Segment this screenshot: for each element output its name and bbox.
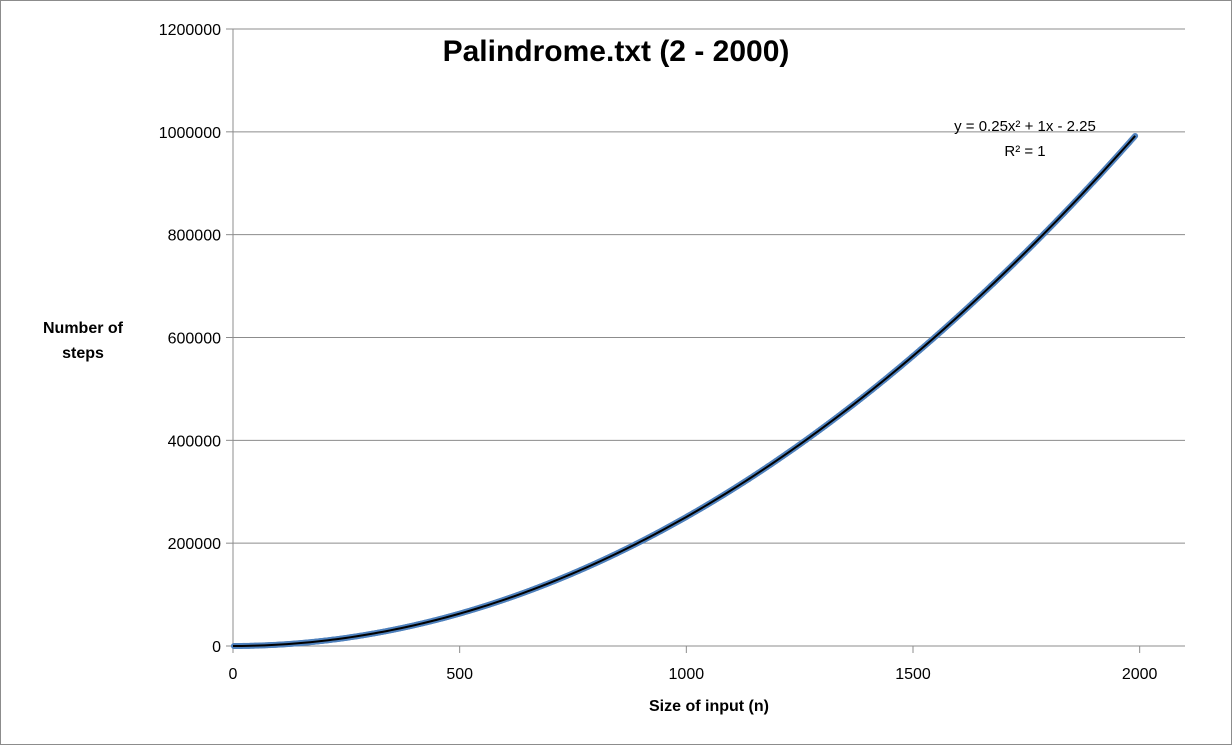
y-tick-label: 600000 [168,331,221,348]
grid-lines [233,28,1185,544]
y-axis-title-line-2: steps [62,345,104,362]
y-tick-label: 1000000 [159,125,221,142]
y-tick-label: 200000 [168,536,221,553]
x-tick-label: 2000 [1122,666,1158,683]
y-tick-label: 800000 [168,228,221,245]
x-tick-label: 500 [446,666,473,683]
y-tick-label: 1200000 [159,22,221,39]
trendline-group [232,135,1136,647]
trendline-r-squared: R² = 1 [1004,143,1045,160]
chart-title: Palindrome.txt (2 - 2000) [443,35,790,68]
x-axis-title: Size of input (n) [649,698,769,715]
data-series [230,132,1139,649]
trendline [232,135,1136,647]
y-axis-title-line-1: Number of [43,320,124,337]
trendline-equation: y = 0.25x² + 1x - 2.25 [954,118,1096,135]
tick-labels: 0 200000 400000 600000 800000 1000000 1200000 0… [159,22,1158,683]
y-tick-label: 0 [212,639,221,656]
x-tick-label: 1000 [669,666,705,683]
x-tick-label: 1500 [895,666,931,683]
y-tick-label: 400000 [168,433,221,450]
x-tick-label: 0 [229,666,238,683]
axes [226,28,1185,653]
